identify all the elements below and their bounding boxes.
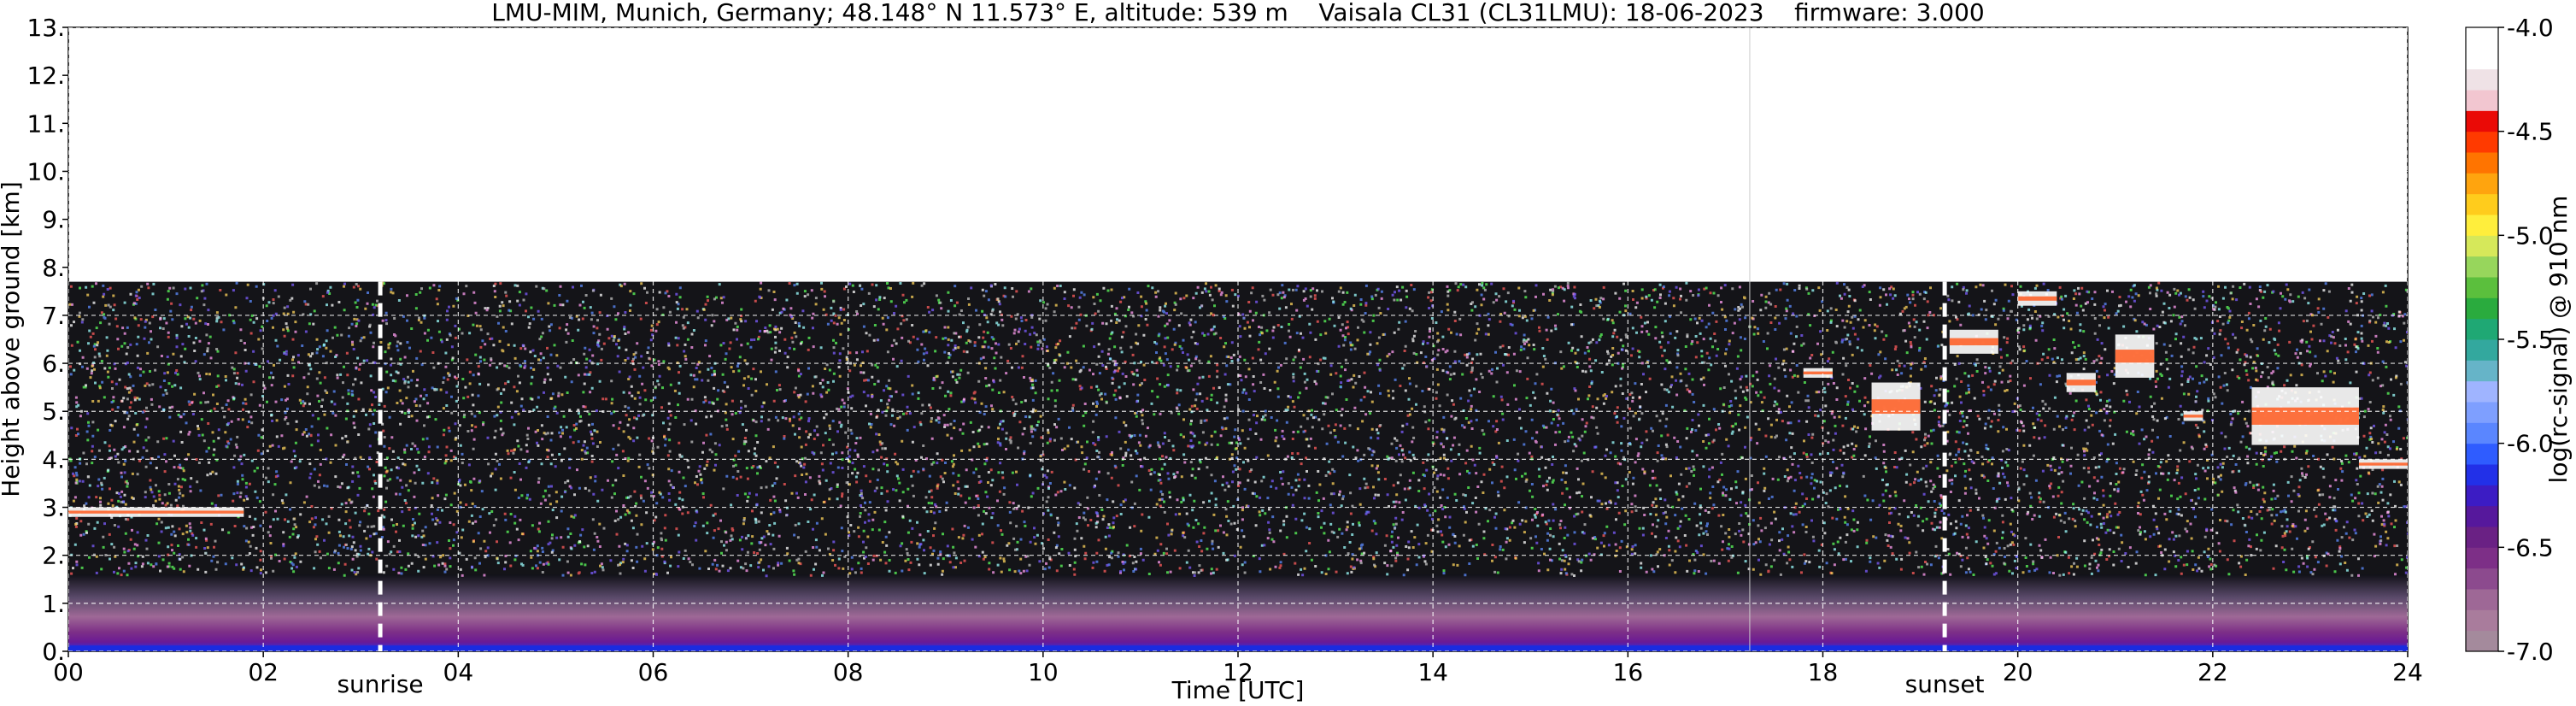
colorbar-swatch <box>2466 27 2498 49</box>
colorbar-swatch <box>2466 380 2498 403</box>
colorbar-swatch <box>2466 360 2498 382</box>
cloud-core <box>1871 399 1921 415</box>
x-tick-label: 12 <box>1223 658 1253 686</box>
colorbar-swatch <box>2466 90 2498 111</box>
y-tick-label: 9. <box>42 206 65 234</box>
x-tick-label: 00 <box>53 658 84 686</box>
x-tick-label: 04 <box>443 658 474 686</box>
y-tick-label: 4. <box>42 445 65 474</box>
colorbar-tick-label: -6.0 <box>2507 430 2554 458</box>
colorbar-swatch <box>2466 589 2498 610</box>
x-tick-label: 06 <box>638 658 669 686</box>
cloud-core <box>1949 338 1998 346</box>
y-tick-label: 12. <box>26 62 65 90</box>
backscatter-heatmap <box>68 281 2408 651</box>
colorbar-swatch <box>2466 173 2498 195</box>
y-tick-label: 6. <box>42 350 65 378</box>
cloud-core <box>68 510 244 514</box>
cloud-core <box>2251 407 2359 425</box>
colorbar-swatch <box>2466 193 2498 215</box>
cloud-core <box>2017 296 2057 301</box>
colorbar-tick-label: -5.0 <box>2507 221 2554 250</box>
colorbar-swatch <box>2466 443 2498 465</box>
colorbar-swatch <box>2466 568 2498 590</box>
colorbar: -4.0 -4.5 -5.0 -5.5 -6.0 -6.5 -7.0 <box>2465 14 2554 666</box>
cloud-features <box>68 291 2408 517</box>
annotation-label: sunset <box>1905 670 1985 698</box>
y-tick-label: 11. <box>26 109 65 138</box>
annotations: sunrise sunset <box>337 281 1985 698</box>
x-tick-label: 14 <box>1417 658 1448 686</box>
colorbar-swatch <box>2466 297 2498 320</box>
x-axis: 00 02 04 06 08 10 12 14 16 18 20 22 24 <box>53 651 2423 686</box>
colorbar-tick-label: -4.0 <box>2507 14 2554 42</box>
y-tick-label: 3. <box>42 494 65 522</box>
colorbar-swatch <box>2466 505 2498 527</box>
colorbar-swatch <box>2466 215 2498 236</box>
x-axis-label: Time [UTC] <box>1171 676 1305 704</box>
colorbar-swatch <box>2466 464 2498 485</box>
x-tick-label: 02 <box>248 658 279 686</box>
x-tick-label: 10 <box>1028 658 1059 686</box>
colorbar-swatch <box>2466 68 2498 91</box>
cloud-core <box>2115 350 2155 363</box>
grid-lines <box>68 27 2408 651</box>
surface-signal <box>68 645 2408 651</box>
colorbar-swatch <box>2466 527 2498 548</box>
x-tick-label: 24 <box>2392 658 2423 686</box>
cloud-core <box>1803 371 1833 374</box>
y-tick-label: 2. <box>42 542 65 570</box>
y-axis-label: Height above ground [km] <box>0 181 25 497</box>
cloud-core <box>2183 415 2203 418</box>
colorbar-swatch <box>2466 422 2498 444</box>
y-tick-label: 10. <box>26 157 65 185</box>
y-tick-label: 0. <box>42 638 65 666</box>
y-axis: 0. 1. 2. 3. 4. 5. 6. 7. 8. 9. 10. 11. 12. 13. <box>26 14 68 666</box>
colorbar-tick-label: -7.0 <box>2507 638 2554 666</box>
colorbar-label: log(rc-signal) @ 910 nm <box>2544 196 2573 484</box>
colorbar-swatch <box>2466 235 2498 257</box>
colorbar-swatch <box>2466 152 2498 174</box>
colorbar-swatch <box>2466 131 2498 153</box>
annotation-label: sunrise <box>337 670 423 698</box>
y-tick-label: 13. <box>26 14 65 42</box>
colorbar-swatch <box>2466 402 2498 423</box>
colorbar-tick-label: -5.5 <box>2507 326 2554 354</box>
colorbar-swatch <box>2466 110 2498 132</box>
y-tick-label: 1. <box>42 590 65 618</box>
x-tick-label: 20 <box>2003 658 2033 686</box>
chart-title: LMU-MIM, Munich, Germany; 48.148° N 11.5… <box>491 0 1985 26</box>
x-tick-label: 16 <box>1613 658 1644 686</box>
y-tick-label: 8. <box>42 254 65 282</box>
colorbar-swatch <box>2466 318 2498 340</box>
colorbar-swatch <box>2466 609 2498 632</box>
x-tick-label: 18 <box>1808 658 1839 686</box>
colorbar-swatch <box>2466 277 2498 298</box>
cloud-core <box>2358 462 2408 466</box>
y-tick-label: 5. <box>42 397 65 426</box>
colorbar-swatch <box>2466 630 2498 652</box>
colorbar-tick-label: -4.5 <box>2507 118 2554 146</box>
colorbar-swatch <box>2466 339 2498 361</box>
colorbar-swatch <box>2466 256 2498 278</box>
x-tick-label: 08 <box>833 658 864 686</box>
colorbar-swatch <box>2466 48 2498 70</box>
colorbar-swatch <box>2466 485 2498 507</box>
x-tick-label: 22 <box>2198 658 2228 686</box>
cloud-core <box>2066 379 2096 385</box>
colorbar-swatch <box>2466 547 2498 569</box>
y-tick-label: 7. <box>42 302 65 330</box>
colorbar-tick-label: -6.5 <box>2507 533 2554 562</box>
